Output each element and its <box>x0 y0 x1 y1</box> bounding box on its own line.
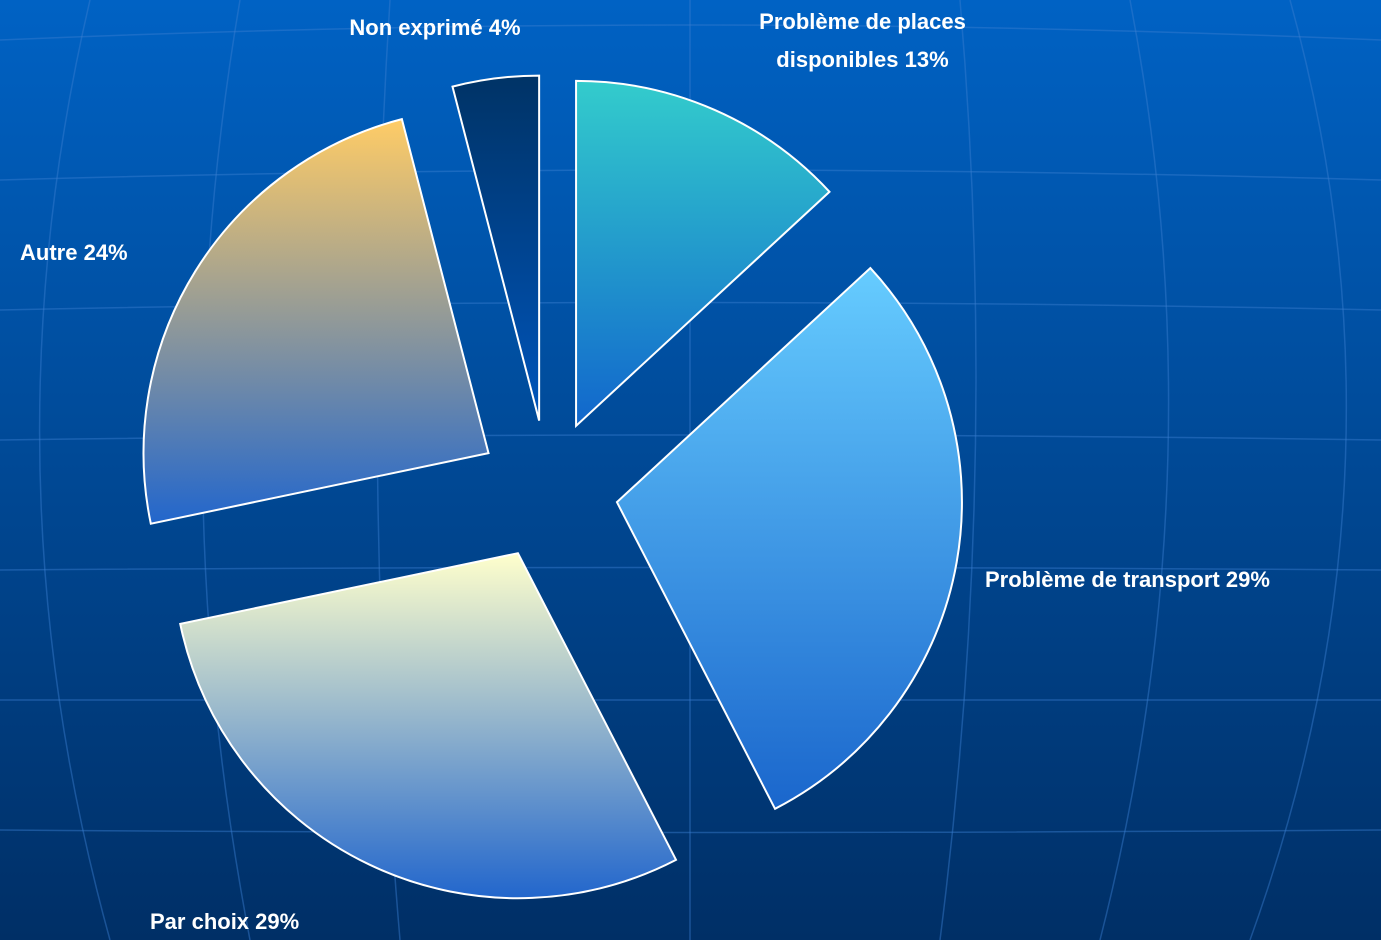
slice-value: 4% <box>488 15 521 40</box>
pie-slice <box>142 117 490 525</box>
slice-value: 24% <box>83 240 128 265</box>
pie-slice <box>615 266 963 811</box>
slice-category: Par choix <box>150 909 250 934</box>
slice-label: Problème de transport 29% <box>985 561 1381 599</box>
pie-slice <box>451 74 541 421</box>
slice-label: Non exprimé 4% <box>300 9 570 47</box>
slice-category: Problème de places disponibles <box>759 9 966 72</box>
slice-value: 29% <box>1225 567 1270 592</box>
slice-category: Non exprimé <box>349 15 483 40</box>
slice-category: Autre <box>20 240 78 265</box>
slice-label: Problème de places disponibles 13% <box>730 3 995 79</box>
slice-label: Autre 24% <box>20 234 220 272</box>
slice-label: Par choix 29% <box>150 903 450 940</box>
slice-value: 29% <box>255 909 300 934</box>
slice-value: 13% <box>904 47 949 72</box>
pie-slice <box>575 79 831 429</box>
pie-slice <box>179 552 678 900</box>
slice-category: Problème de transport <box>985 567 1220 592</box>
